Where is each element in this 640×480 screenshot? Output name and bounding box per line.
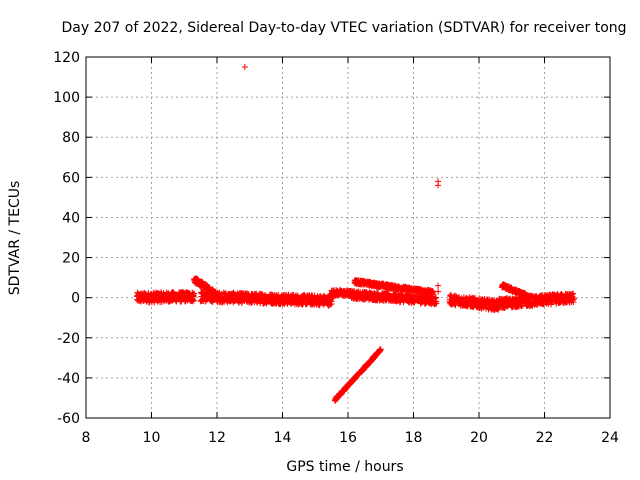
x-tick-label: 12 [208,430,226,446]
chart-title: Day 207 of 2022, Sidereal Day-to-day VTE… [61,20,626,36]
data-point-band-4 [433,300,440,307]
y-tick-label: 20 [62,251,80,267]
x-tick-label: 16 [339,430,357,446]
y-tick-label: -20 [57,331,80,347]
data-point-band-2 [209,290,216,297]
x-tick-label: 24 [601,430,619,446]
x-tick-label: 18 [405,430,423,446]
data-point-band-2 [328,300,335,307]
plot-frame [85,56,611,419]
data-point-outlier [435,288,442,295]
y-tick-label: 0 [71,291,80,307]
data-point-upper-arc-2 [528,292,535,299]
data-point-outlier [241,64,248,71]
data-point-band-5 [447,291,454,298]
y-axis-label: SDTVAR / TECUs [7,181,23,296]
y-tick-labels: -60 -40 -20 0 20 40 60 80 100 120 [53,50,80,427]
x-tick-label: 20 [470,430,488,446]
data-point-diagonal-1 [377,346,384,353]
y-tick-label: -40 [57,371,80,387]
x-axis-label: GPS time / hours [286,459,403,475]
grid [86,57,610,418]
y-tick-label: 80 [62,130,80,146]
x-tick-label: 22 [536,430,554,446]
x-tick-labels: 8 10 12 14 16 18 20 22 24 [82,430,619,446]
y-tick-label: 40 [62,210,80,226]
data-point-outlier [435,282,442,289]
data-point-band-6 [570,296,577,303]
data-points [133,64,577,404]
y-tick-label: 120 [53,50,80,66]
data-point-band-1 [191,290,198,297]
x-tick-label: 14 [274,430,292,446]
data-point-band-6 [570,290,577,297]
y-tick-label: 100 [53,90,80,106]
x-tick-label: 8 [82,430,91,446]
y-tick-label: 60 [62,170,80,186]
x-tick-label: 10 [143,430,161,446]
data-point-outlier [435,182,442,189]
data-point-band-1 [190,297,197,304]
y-tick-label: -60 [57,411,80,427]
